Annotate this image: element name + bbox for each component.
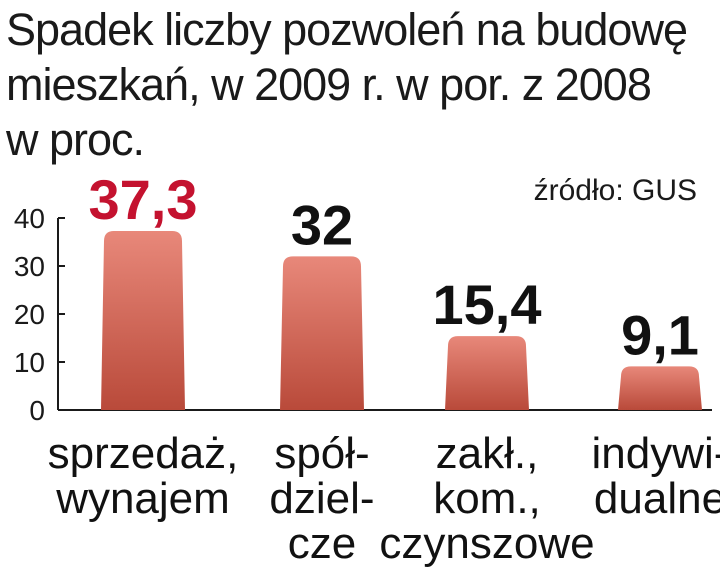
category-label: spół- (274, 429, 369, 478)
bar-value-label: 32 (291, 193, 353, 256)
category-label: sprzedaż, (48, 429, 239, 478)
title-line-1: Spadek liczby pozwoleń na budowę (6, 4, 688, 55)
bar (280, 256, 364, 410)
category-label: kom., (433, 474, 541, 523)
category-label: czynszowe (379, 519, 594, 568)
title-line-2: mieszkań, w 2009 r. w por. z 2008 (6, 59, 652, 110)
bar (445, 336, 529, 410)
y-tick-label: 20 (14, 299, 45, 330)
bar (101, 230, 185, 410)
y-tick-label: 10 (14, 347, 45, 378)
y-tick-label: 0 (29, 395, 45, 426)
category-label: cze (288, 519, 356, 568)
bar (618, 366, 702, 410)
y-tick-label: 40 (14, 203, 45, 234)
source-label: źródło: GUS (534, 174, 697, 207)
chart-title: Spadek liczby pozwoleń na budowę mieszka… (6, 2, 706, 167)
title-line-3: w proc. (6, 114, 145, 165)
bar-value-label: 15,4 (433, 273, 542, 336)
y-tick-label: 30 (14, 251, 45, 282)
bar-value-label: 37,3 (89, 168, 198, 231)
category-label: zakł., (436, 429, 539, 478)
category-label: dziel- (269, 474, 374, 523)
bar-value-label: 9,1 (621, 303, 699, 366)
category-label: dualne (594, 474, 720, 523)
category-label: indywi- (592, 429, 720, 478)
category-label: wynajem (55, 474, 230, 523)
